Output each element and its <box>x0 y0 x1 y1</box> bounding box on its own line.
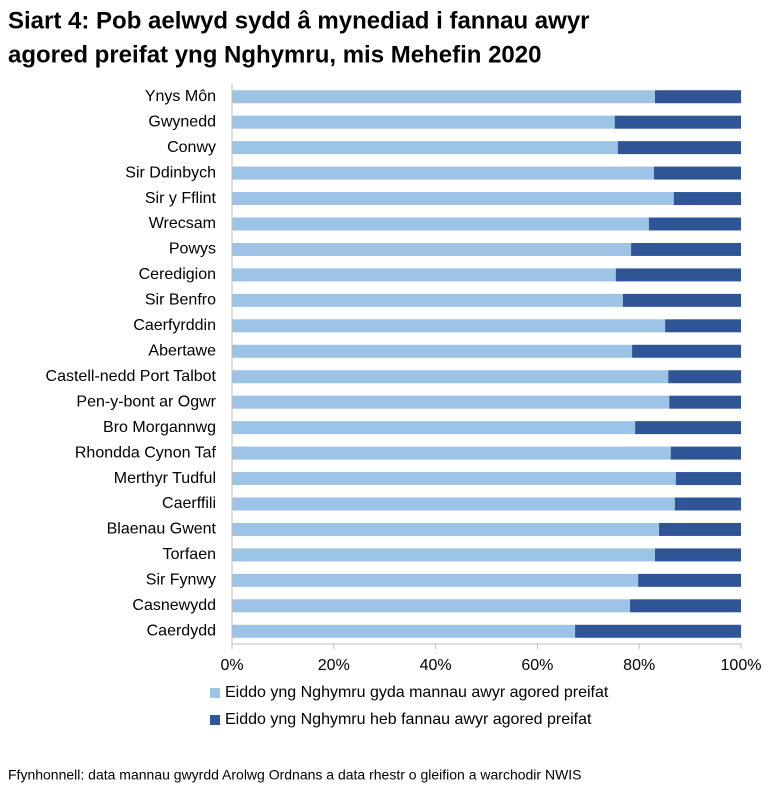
bar-segment <box>232 370 669 384</box>
bar-segment <box>232 497 675 511</box>
legend-label: Eiddo yng Nghymru heb fannau awyr agored… <box>225 711 592 728</box>
legend-swatch <box>210 715 220 725</box>
x-tick-label: 60% <box>521 657 553 674</box>
legend-label: Eiddo yng Nghymru gyda mannau awyr agore… <box>225 684 609 701</box>
bar-segment <box>668 370 741 384</box>
bar-segment <box>232 115 615 129</box>
bar-segment <box>617 141 741 155</box>
source-note: Ffynhonnell: data mannau gwyrdd Arolwg O… <box>8 767 582 783</box>
bar-segment <box>614 115 741 129</box>
bar-segment <box>232 192 674 206</box>
chart-title: Siart 4: Pob aelwyd sydd â mynediad i fa… <box>8 7 590 34</box>
y-tick-label: Merthyr Tudful <box>114 470 216 487</box>
x-tick-label: 20% <box>318 657 350 674</box>
bar-segment <box>232 293 623 307</box>
y-tick-label: Casnewydd <box>132 597 216 614</box>
bar-segment <box>638 573 741 587</box>
bar-segment <box>232 446 671 460</box>
x-tick-label: 80% <box>623 657 655 674</box>
y-tick-label: Caerffili <box>162 495 216 512</box>
bar-segment <box>635 421 741 435</box>
bar-segment <box>673 192 741 206</box>
y-tick-label: Ceredigion <box>139 266 216 283</box>
y-tick-label: Bro Morgannwg <box>103 419 216 436</box>
x-tick-label: 100% <box>721 657 762 674</box>
bar-segment <box>665 319 741 333</box>
bar-segment <box>232 599 631 613</box>
bar-segment <box>575 624 741 638</box>
bar-segment <box>669 395 741 409</box>
bar-segment <box>654 548 741 562</box>
y-tick-label: Sir Ddinbych <box>125 164 216 181</box>
bar-segment <box>622 293 741 307</box>
y-tick-label: Gwynedd <box>148 113 216 130</box>
bar-segment <box>632 344 741 358</box>
bar-segment <box>232 548 655 562</box>
y-tick-label: Caerdydd <box>147 622 216 639</box>
bar-segment <box>675 472 741 486</box>
bar-segment <box>232 624 576 638</box>
bar-segment <box>631 242 741 256</box>
bar-segment <box>232 522 660 536</box>
y-tick-label: Sir y Fflint <box>145 190 217 207</box>
bar-segment <box>232 319 666 333</box>
y-tick-label: Torfaen <box>163 546 216 563</box>
x-tick-label: 40% <box>420 657 452 674</box>
bar-segment <box>232 472 676 486</box>
y-tick-label: Abertawe <box>148 342 216 359</box>
y-tick-label: Sir Benfro <box>145 292 216 309</box>
y-tick-label: Sir Fynwy <box>146 572 216 589</box>
bar-segment <box>232 166 654 180</box>
bar-segment <box>232 141 618 155</box>
bar-segment <box>232 395 670 409</box>
y-tick-label: Powys <box>169 241 216 258</box>
bar-segment <box>232 344 633 358</box>
y-tick-label: Pen-y-bont ar Ogwr <box>76 393 216 410</box>
bar-segment <box>232 573 639 587</box>
bar-segment <box>232 90 655 104</box>
bar-segment <box>232 421 636 435</box>
bar-segment <box>674 497 741 511</box>
bar-segment <box>653 166 741 180</box>
y-tick-label: Castell-nedd Port Talbot <box>46 368 217 385</box>
y-tick-label: Blaenau Gwent <box>107 521 217 538</box>
bar-segment <box>615 268 741 282</box>
bar-segment <box>232 268 616 282</box>
bar-segment <box>654 90 741 104</box>
bar-segment <box>659 522 741 536</box>
bar-segment <box>630 599 741 613</box>
bar-segment <box>232 242 632 256</box>
y-tick-label: Wrecsam <box>149 215 216 232</box>
y-tick-label: Conwy <box>167 139 216 156</box>
y-tick-label: Rhondda Cynon Taf <box>75 444 217 461</box>
x-tick-label: 0% <box>220 657 243 674</box>
bar-segment <box>648 217 741 231</box>
y-tick-label: Caerfyrddin <box>133 317 216 334</box>
chart-title: agored preifat yng Nghymru, mis Mehefin … <box>8 41 541 68</box>
bar-segment <box>232 217 649 231</box>
y-tick-label: Ynys Môn <box>145 88 216 105</box>
legend-swatch <box>210 688 220 698</box>
bar-segment <box>670 446 741 460</box>
